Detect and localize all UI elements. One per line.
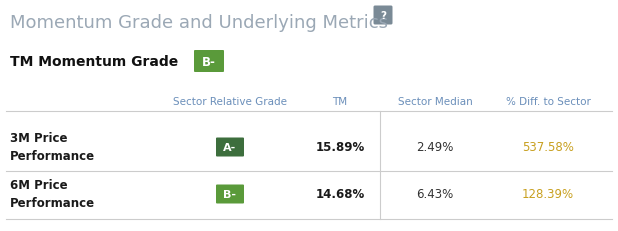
Text: ?: ?	[380, 11, 386, 21]
Text: 14.68%: 14.68%	[315, 188, 365, 201]
Text: 15.89%: 15.89%	[315, 141, 365, 154]
Text: Sector Median: Sector Median	[397, 97, 472, 106]
Text: 128.39%: 128.39%	[522, 188, 574, 201]
FancyBboxPatch shape	[216, 185, 244, 204]
Text: Sector Relative Grade: Sector Relative Grade	[173, 97, 287, 106]
Text: 2.49%: 2.49%	[417, 141, 454, 154]
Text: A-: A-	[223, 142, 237, 152]
Text: 3M Price
Performance: 3M Price Performance	[10, 132, 95, 163]
FancyBboxPatch shape	[373, 6, 392, 25]
Text: B-: B-	[202, 55, 216, 68]
Text: TM Momentum Grade: TM Momentum Grade	[10, 55, 178, 69]
Text: 6.43%: 6.43%	[417, 188, 454, 201]
Text: 6M Price
Performance: 6M Price Performance	[10, 179, 95, 210]
Text: 537.58%: 537.58%	[522, 141, 574, 154]
FancyBboxPatch shape	[194, 51, 224, 73]
FancyBboxPatch shape	[216, 138, 244, 157]
Text: Momentum Grade and Underlying Metrics: Momentum Grade and Underlying Metrics	[10, 14, 388, 32]
Text: B-: B-	[224, 189, 237, 199]
Text: TM: TM	[332, 97, 347, 106]
Text: % Diff. to Sector: % Diff. to Sector	[506, 97, 590, 106]
